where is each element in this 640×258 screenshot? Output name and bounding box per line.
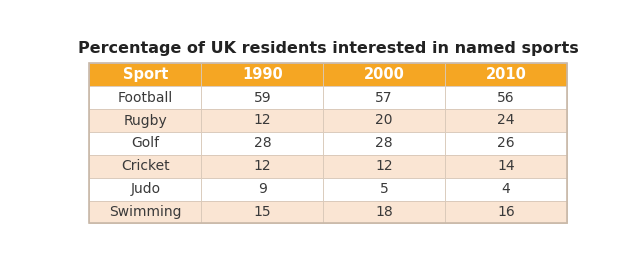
Text: Rugby: Rugby — [124, 114, 167, 127]
Bar — [90, 63, 566, 223]
Text: 57: 57 — [375, 91, 393, 105]
Text: Percentage of UK residents interested in named sports: Percentage of UK residents interested in… — [77, 41, 579, 56]
Text: 24: 24 — [497, 114, 515, 127]
FancyBboxPatch shape — [202, 178, 323, 200]
Text: 18: 18 — [375, 205, 393, 219]
Text: 28: 28 — [253, 136, 271, 150]
FancyBboxPatch shape — [202, 155, 323, 178]
FancyBboxPatch shape — [445, 86, 566, 109]
FancyBboxPatch shape — [445, 178, 566, 200]
Text: 12: 12 — [375, 159, 393, 173]
FancyBboxPatch shape — [202, 200, 323, 223]
FancyBboxPatch shape — [202, 86, 323, 109]
FancyBboxPatch shape — [445, 132, 566, 155]
Text: 28: 28 — [375, 136, 393, 150]
FancyBboxPatch shape — [323, 86, 445, 109]
FancyBboxPatch shape — [445, 63, 566, 86]
FancyBboxPatch shape — [323, 155, 445, 178]
Text: 9: 9 — [258, 182, 267, 196]
FancyBboxPatch shape — [445, 200, 566, 223]
Text: 15: 15 — [253, 205, 271, 219]
Text: Sport: Sport — [123, 67, 168, 82]
FancyBboxPatch shape — [323, 132, 445, 155]
Text: Cricket: Cricket — [121, 159, 170, 173]
Text: 12: 12 — [253, 114, 271, 127]
Text: 4: 4 — [502, 182, 510, 196]
Text: 12: 12 — [253, 159, 271, 173]
Text: 59: 59 — [253, 91, 271, 105]
FancyBboxPatch shape — [202, 132, 323, 155]
Text: Football: Football — [118, 91, 173, 105]
Text: 2000: 2000 — [364, 67, 404, 82]
FancyBboxPatch shape — [90, 109, 202, 132]
Text: 20: 20 — [375, 114, 393, 127]
Text: Judo: Judo — [131, 182, 161, 196]
Text: 26: 26 — [497, 136, 515, 150]
Text: 16: 16 — [497, 205, 515, 219]
Text: 2010: 2010 — [485, 67, 526, 82]
FancyBboxPatch shape — [90, 200, 202, 223]
FancyBboxPatch shape — [202, 109, 323, 132]
FancyBboxPatch shape — [202, 63, 323, 86]
Text: 14: 14 — [497, 159, 515, 173]
Text: 56: 56 — [497, 91, 515, 105]
FancyBboxPatch shape — [323, 178, 445, 200]
Text: Golf: Golf — [131, 136, 159, 150]
FancyBboxPatch shape — [90, 155, 202, 178]
FancyBboxPatch shape — [323, 63, 445, 86]
Text: 1990: 1990 — [242, 67, 283, 82]
FancyBboxPatch shape — [323, 109, 445, 132]
FancyBboxPatch shape — [90, 178, 202, 200]
FancyBboxPatch shape — [445, 109, 566, 132]
Text: Swimming: Swimming — [109, 205, 182, 219]
FancyBboxPatch shape — [445, 155, 566, 178]
FancyBboxPatch shape — [90, 86, 202, 109]
Text: 5: 5 — [380, 182, 388, 196]
FancyBboxPatch shape — [90, 63, 202, 86]
FancyBboxPatch shape — [90, 132, 202, 155]
FancyBboxPatch shape — [323, 200, 445, 223]
